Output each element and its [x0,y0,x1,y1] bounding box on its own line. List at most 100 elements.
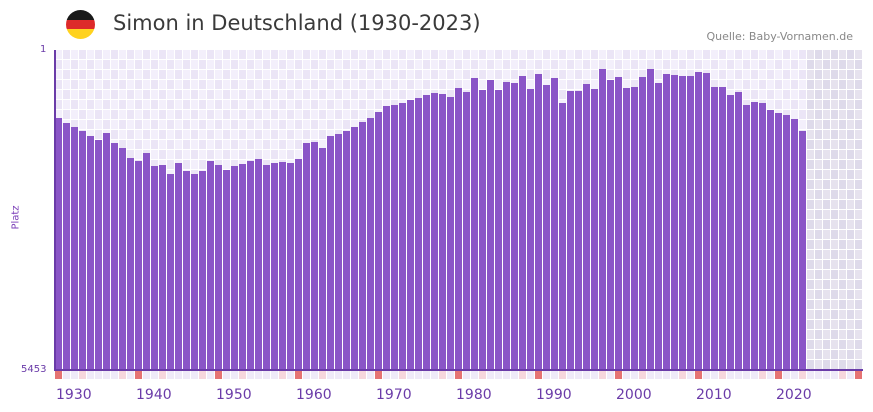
bar-1967[interactable] [351,127,358,370]
bar-1938[interactable] [119,148,126,370]
bar-1981[interactable] [463,92,470,370]
bar-1995[interactable] [575,91,582,370]
bar-1934[interactable] [87,136,94,370]
bar-1936[interactable] [103,133,110,370]
bar-1957[interactable] [271,163,278,370]
bar-1963[interactable] [319,148,326,370]
bar-1960[interactable] [295,159,302,370]
bar-2003[interactable] [639,77,646,370]
bar-2021[interactable] [783,114,790,370]
bar-1964[interactable] [327,136,334,370]
bar-1986[interactable] [503,82,510,370]
bar-1955[interactable] [255,159,262,370]
bar-1987[interactable] [511,83,518,370]
bar-1972[interactable] [391,105,398,370]
bar-2011[interactable] [703,73,710,370]
bar-2001[interactable] [623,87,630,370]
bar-1999[interactable] [607,80,614,370]
bar-1937[interactable] [111,143,118,370]
bar-2023[interactable] [799,131,806,370]
bar-1946[interactable] [183,171,190,370]
bar-1950[interactable] [215,165,222,370]
bar-1978[interactable] [439,94,446,370]
bar-2005[interactable] [655,83,662,370]
bar-2008[interactable] [679,76,686,370]
bar-1982[interactable] [471,78,478,370]
bar-2006[interactable] [663,74,670,370]
bar-1998[interactable] [599,68,606,370]
bar-1953[interactable] [239,164,246,370]
bar-1991[interactable] [543,84,550,370]
bar-2007[interactable] [671,75,678,370]
bar-1954[interactable] [247,161,254,370]
bar-1996[interactable] [583,84,590,370]
bar-1959[interactable] [287,163,294,370]
bar-2000[interactable] [615,77,622,370]
bar-1952[interactable] [231,166,238,370]
bar-2002[interactable] [631,87,638,370]
bar-2018[interactable] [759,103,766,370]
year-marker [647,371,654,379]
bar-2014[interactable] [727,95,734,370]
bar-1930[interactable] [55,118,62,370]
bar-1969[interactable] [367,118,374,370]
bar-1993[interactable] [559,103,566,370]
bar-1968[interactable] [359,122,366,370]
bar-2009[interactable] [687,76,694,370]
bar-1939[interactable] [127,158,134,370]
bar-1941[interactable] [143,153,150,370]
bar-2004[interactable] [647,68,654,370]
bar-1948[interactable] [199,171,206,370]
bar-1961[interactable] [303,143,310,370]
bar-2022[interactable] [791,119,798,370]
bar-1975[interactable] [415,98,422,370]
bar-1977[interactable] [431,93,438,370]
year-marker [247,371,254,379]
bar-1990[interactable] [535,74,542,370]
bar-2019[interactable] [767,110,774,370]
bar-1979[interactable] [447,97,454,370]
bar-1985[interactable] [495,90,502,370]
bar-2017[interactable] [751,102,758,370]
bar-1958[interactable] [279,162,286,370]
bar-1997[interactable] [591,88,598,370]
year-marker [231,371,238,379]
bar-1962[interactable] [311,142,318,370]
bar-2013[interactable] [719,87,726,370]
bar-2016[interactable] [743,105,750,370]
bar-1944[interactable] [167,174,174,370]
year-marker [759,371,766,379]
bar-1942[interactable] [151,166,158,370]
bar-2012[interactable] [711,87,718,370]
bar-1973[interactable] [399,103,406,370]
bar-2010[interactable] [695,72,702,370]
bar-1983[interactable] [479,90,486,370]
year-marker [855,371,862,379]
bar-1971[interactable] [383,106,390,370]
bar-1945[interactable] [175,163,182,370]
bar-1992[interactable] [551,78,558,370]
bar-1966[interactable] [343,131,350,370]
bar-1989[interactable] [527,88,534,370]
bar-1947[interactable] [191,174,198,370]
bar-1931[interactable] [63,123,70,370]
bar-1980[interactable] [455,87,462,370]
bar-1970[interactable] [375,112,382,370]
bar-1974[interactable] [407,100,414,370]
bar-1933[interactable] [79,131,86,370]
bar-1943[interactable] [159,165,166,370]
bar-1935[interactable] [95,140,102,370]
bar-1932[interactable] [71,127,78,370]
bar-1976[interactable] [423,95,430,370]
bar-1984[interactable] [487,80,494,370]
bar-1994[interactable] [567,91,574,370]
bar-1940[interactable] [135,161,142,370]
bar-2015[interactable] [735,92,742,370]
bar-1965[interactable] [335,134,342,370]
year-marker [143,371,150,379]
bar-2020[interactable] [775,112,782,370]
bar-1988[interactable] [519,76,526,370]
bar-1951[interactable] [223,170,230,370]
bar-1956[interactable] [263,165,270,370]
bar-1949[interactable] [207,161,214,370]
